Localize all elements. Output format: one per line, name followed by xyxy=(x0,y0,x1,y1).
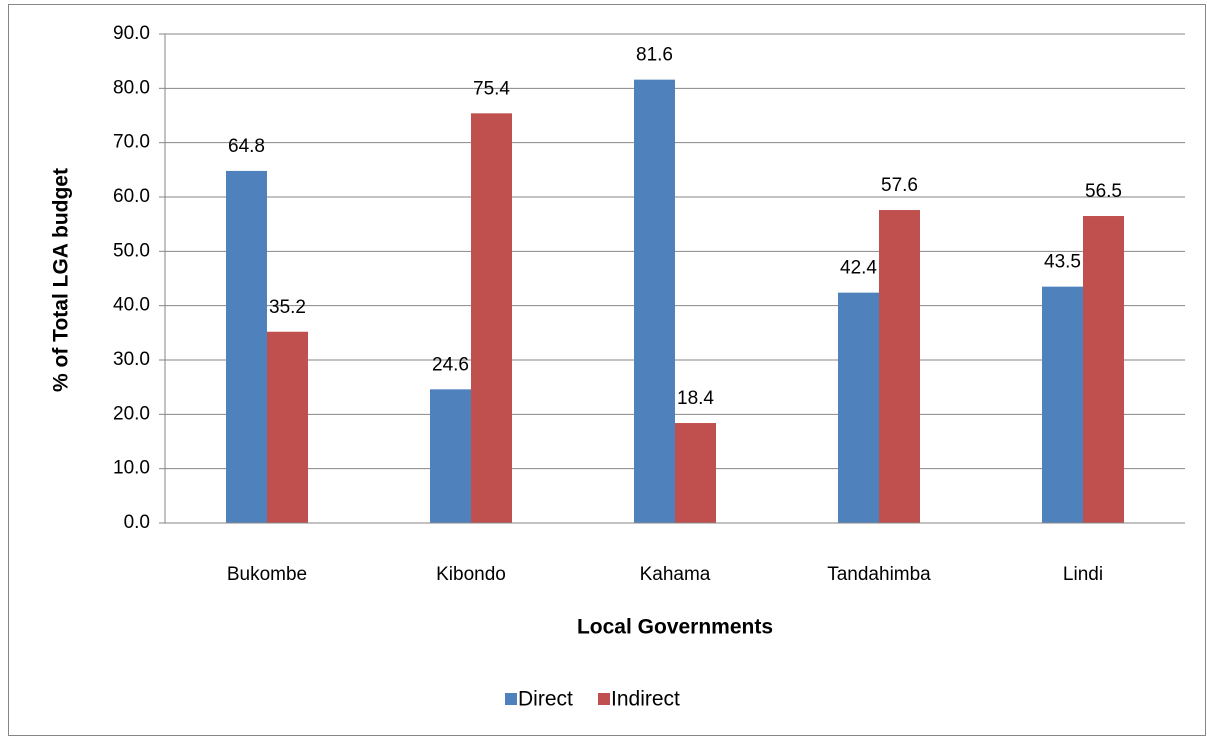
x-tick-label: Tandahimba xyxy=(827,564,931,585)
bar xyxy=(838,292,879,523)
data-label: 64.8 xyxy=(228,136,265,157)
y-tick-label: 0.0 xyxy=(124,512,150,533)
y-tick-label: 30.0 xyxy=(113,349,150,370)
y-tick-label: 40.0 xyxy=(113,295,150,316)
data-label: 42.4 xyxy=(840,258,877,279)
x-axis-title: Local Governments xyxy=(577,616,773,639)
y-tick-label: 90.0 xyxy=(113,23,150,44)
y-tick-label: 50.0 xyxy=(113,240,150,261)
y-tick-label: 70.0 xyxy=(113,132,150,153)
bar xyxy=(1083,216,1124,523)
bar xyxy=(471,113,512,524)
y-tick-label: 20.0 xyxy=(113,403,150,424)
bar xyxy=(267,331,308,523)
data-label: 57.6 xyxy=(881,175,918,196)
bar xyxy=(226,170,267,524)
data-label: 18.4 xyxy=(677,388,714,409)
legend-label: Indirect xyxy=(611,688,680,711)
data-label: 56.5 xyxy=(1085,181,1122,202)
data-label: 35.2 xyxy=(269,297,306,318)
legend-swatch xyxy=(598,693,610,705)
bar xyxy=(1042,286,1083,523)
y-axis-title: % of Total LGA budget xyxy=(50,168,73,392)
bar xyxy=(634,79,675,523)
bar xyxy=(879,210,920,524)
bar xyxy=(675,423,716,523)
bar xyxy=(430,389,471,523)
y-tick-label: 60.0 xyxy=(113,186,150,207)
legend-label: Direct xyxy=(518,688,573,711)
x-tick-label: Kibondo xyxy=(436,564,506,585)
legend-swatch xyxy=(505,693,517,705)
data-label: 24.6 xyxy=(432,354,469,375)
y-tick-label: 80.0 xyxy=(113,77,150,98)
data-label: 43.5 xyxy=(1044,252,1081,273)
x-tick-label: Lindi xyxy=(1063,564,1103,585)
chart-frame xyxy=(8,4,1206,736)
y-tick-label: 10.0 xyxy=(113,458,150,479)
x-tick-label: Kahama xyxy=(640,564,711,585)
x-tick-label: Bukombe xyxy=(227,564,307,585)
data-label: 75.4 xyxy=(473,78,510,99)
data-label: 81.6 xyxy=(636,45,673,66)
